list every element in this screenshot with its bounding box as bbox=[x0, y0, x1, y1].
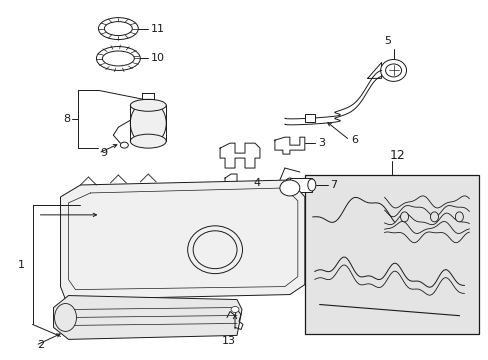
Ellipse shape bbox=[104, 22, 132, 36]
Ellipse shape bbox=[130, 99, 166, 111]
Ellipse shape bbox=[120, 142, 128, 148]
Ellipse shape bbox=[187, 226, 242, 274]
Ellipse shape bbox=[307, 179, 315, 191]
Text: 6: 6 bbox=[351, 135, 358, 145]
Text: 2: 2 bbox=[38, 340, 44, 350]
Text: 11: 11 bbox=[151, 24, 165, 33]
Ellipse shape bbox=[130, 101, 166, 145]
Polygon shape bbox=[61, 180, 304, 300]
Text: 13: 13 bbox=[222, 336, 236, 346]
Ellipse shape bbox=[55, 303, 76, 332]
Ellipse shape bbox=[193, 231, 237, 269]
Polygon shape bbox=[53, 296, 242, 339]
Ellipse shape bbox=[96, 46, 140, 71]
Text: 3: 3 bbox=[317, 138, 324, 148]
Bar bbox=[304, 175, 478, 334]
Text: 12: 12 bbox=[388, 149, 404, 162]
Ellipse shape bbox=[279, 180, 299, 196]
Text: 4: 4 bbox=[252, 178, 260, 188]
Bar bbox=[304, 114, 314, 122]
Ellipse shape bbox=[385, 64, 401, 77]
Ellipse shape bbox=[400, 212, 407, 222]
Ellipse shape bbox=[454, 212, 463, 222]
Text: 1: 1 bbox=[18, 260, 24, 270]
Ellipse shape bbox=[285, 178, 294, 192]
Text: 8: 8 bbox=[63, 114, 70, 124]
Ellipse shape bbox=[98, 18, 138, 40]
Text: 9: 9 bbox=[100, 148, 107, 158]
Text: 7: 7 bbox=[329, 180, 336, 190]
Ellipse shape bbox=[130, 134, 166, 148]
Ellipse shape bbox=[102, 51, 134, 66]
Bar bbox=[289, 178, 311, 192]
Text: 10: 10 bbox=[151, 54, 165, 63]
Ellipse shape bbox=[429, 212, 438, 222]
Ellipse shape bbox=[380, 59, 406, 81]
Text: 5: 5 bbox=[383, 36, 390, 46]
Ellipse shape bbox=[230, 306, 239, 312]
